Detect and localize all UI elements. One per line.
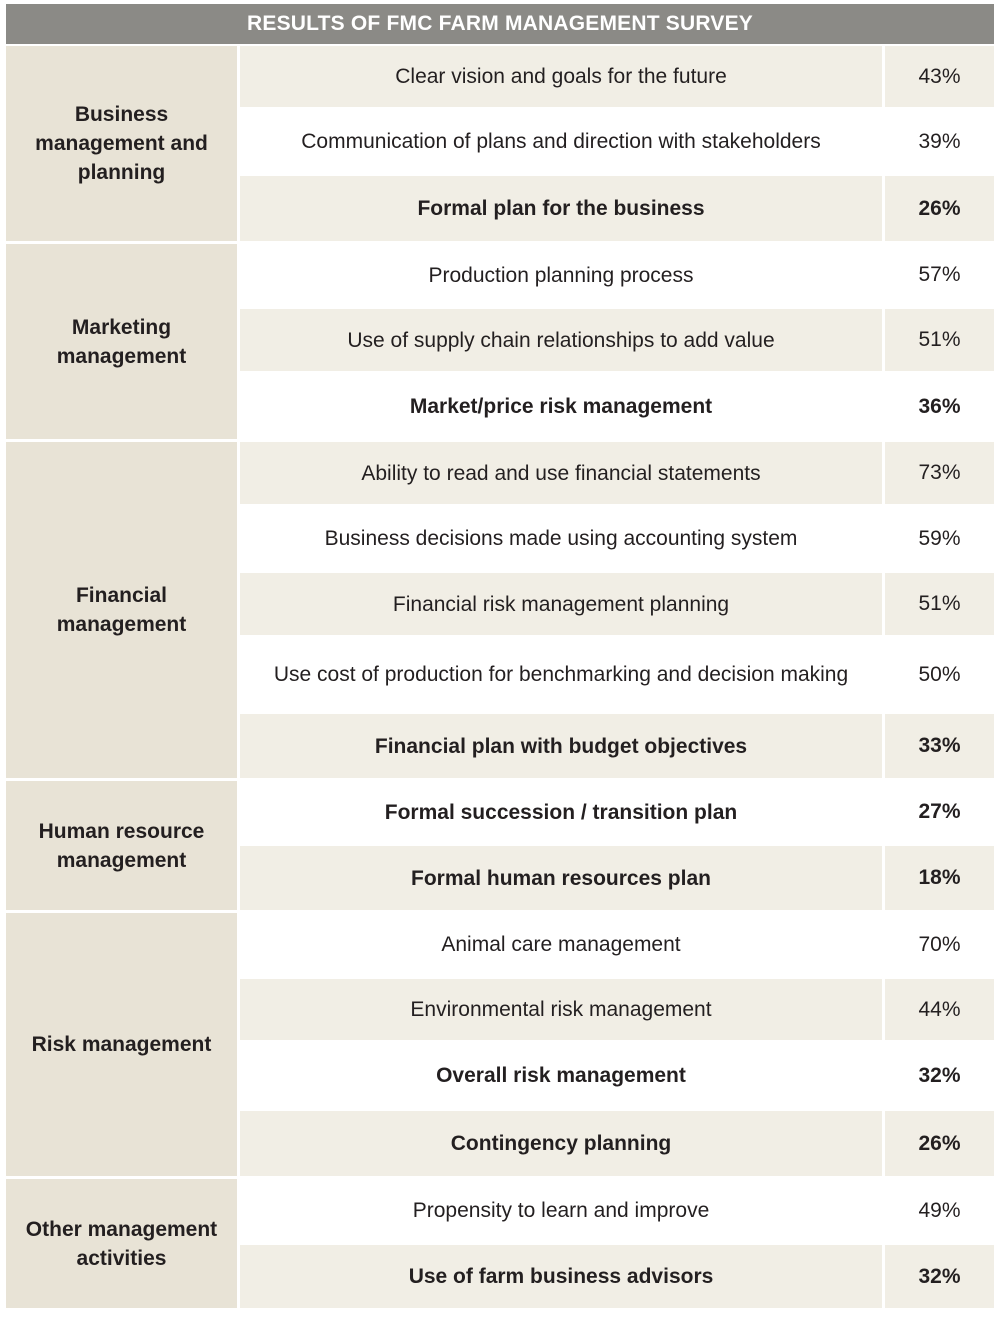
- table-row: Financial plan with budget objectives 33%: [240, 714, 994, 778]
- item-percentage: 27%: [885, 781, 994, 843]
- table-row: Animal care management 70%: [240, 913, 994, 979]
- category-label: Marketing management: [6, 244, 240, 439]
- item-label: Propensity to learn and improve: [240, 1179, 885, 1242]
- category-label: Other management activities: [6, 1179, 240, 1308]
- table-row: Propensity to learn and improve 49%: [240, 1179, 994, 1245]
- item-label: Formal human resources plan: [240, 846, 885, 910]
- table-row: Use of farm business advisors 32%: [240, 1245, 994, 1308]
- item-percentage: 49%: [885, 1179, 994, 1242]
- survey-table-container: RESULTS OF FMC FARM MANAGEMENT SURVEY Bu…: [6, 4, 994, 1308]
- category-label: Risk management: [6, 913, 240, 1176]
- item-percentage: 18%: [885, 846, 994, 910]
- item-label: Use of farm business advisors: [240, 1245, 885, 1308]
- item-percentage: 51%: [885, 309, 994, 371]
- table-row: Use of supply chain relationships to add…: [240, 309, 994, 374]
- table-row: Production planning process 57%: [240, 244, 994, 309]
- category-label: Human resource management: [6, 781, 240, 910]
- category-label: Business management and planning: [6, 46, 240, 241]
- table-row: Contingency planning 26%: [240, 1111, 994, 1176]
- item-percentage: 39%: [885, 110, 994, 173]
- category-group: Other management activities Propensity to…: [6, 1179, 994, 1308]
- category-rows: Animal care management 70% Environmental r…: [240, 913, 994, 1176]
- item-label: Animal care management: [240, 913, 885, 976]
- item-percentage: 44%: [885, 979, 994, 1040]
- category-rows: Clear vision and goals for the future 43%…: [240, 46, 994, 241]
- item-percentage: 50%: [885, 638, 994, 711]
- item-label: Financial risk management planning: [240, 573, 885, 635]
- item-label: Use of supply chain relationships to add…: [240, 309, 885, 371]
- item-label: Formal plan for the business: [240, 176, 885, 241]
- item-label: Financial plan with budget objectives: [240, 714, 885, 778]
- item-label: Market/price risk management: [240, 374, 885, 439]
- item-percentage: 57%: [885, 244, 994, 306]
- item-label: Environmental risk management: [240, 979, 885, 1040]
- item-label: Use cost of production for benchmarking …: [240, 638, 885, 711]
- item-percentage: 51%: [885, 573, 994, 635]
- item-label: Clear vision and goals for the future: [240, 46, 885, 107]
- item-label: Overall risk management: [240, 1043, 885, 1108]
- table-row: Financial risk management planning 51%: [240, 573, 994, 638]
- category-group: Business management and planning Clear vi…: [6, 46, 994, 244]
- item-percentage: 32%: [885, 1043, 994, 1108]
- category-rows: Formal succession / transition plan 27% Fo…: [240, 781, 994, 910]
- category-rows: Propensity to learn and improve 49% Use of…: [240, 1179, 994, 1308]
- table-row: Clear vision and goals for the future 43%: [240, 46, 994, 110]
- category-group: Risk management Animal care management 70%…: [6, 913, 994, 1179]
- category-label: Financial management: [6, 442, 240, 778]
- survey-table: Business management and planning Clear vi…: [6, 46, 994, 1308]
- table-row: Formal plan for the business 26%: [240, 176, 994, 241]
- category-rows: Production planning process 57% Use of sup…: [240, 244, 994, 439]
- item-percentage: 43%: [885, 46, 994, 107]
- item-percentage: 26%: [885, 176, 994, 241]
- item-percentage: 33%: [885, 714, 994, 778]
- item-label: Production planning process: [240, 244, 885, 306]
- item-label: Communication of plans and direction wit…: [240, 110, 885, 173]
- item-label: Ability to read and use financial statem…: [240, 442, 885, 504]
- category-group: Marketing management Production planning …: [6, 244, 994, 442]
- item-percentage: 59%: [885, 507, 994, 570]
- table-row: Communication of plans and direction wit…: [240, 110, 994, 176]
- table-row: Use cost of production for benchmarking …: [240, 638, 994, 714]
- table-title: RESULTS OF FMC FARM MANAGEMENT SURVEY: [6, 4, 994, 44]
- category-group: Financial management Ability to read and …: [6, 442, 994, 781]
- item-label: Formal succession / transition plan: [240, 781, 885, 843]
- table-row: Business decisions made using accounting…: [240, 507, 994, 573]
- category-group: Human resource management Formal successi…: [6, 781, 994, 913]
- table-row: Formal succession / transition plan 27%: [240, 781, 994, 846]
- item-percentage: 36%: [885, 374, 994, 439]
- table-row: Overall risk management 32%: [240, 1043, 994, 1111]
- table-row: Environmental risk management 44%: [240, 979, 994, 1043]
- category-rows: Ability to read and use financial statem…: [240, 442, 994, 778]
- table-row: Ability to read and use financial statem…: [240, 442, 994, 507]
- table-row: Formal human resources plan 18%: [240, 846, 994, 910]
- item-percentage: 26%: [885, 1111, 994, 1176]
- item-percentage: 73%: [885, 442, 994, 504]
- item-label: Contingency planning: [240, 1111, 885, 1176]
- item-percentage: 32%: [885, 1245, 994, 1308]
- item-label: Business decisions made using accounting…: [240, 507, 885, 570]
- table-row: Market/price risk management 36%: [240, 374, 994, 439]
- item-percentage: 70%: [885, 913, 994, 976]
